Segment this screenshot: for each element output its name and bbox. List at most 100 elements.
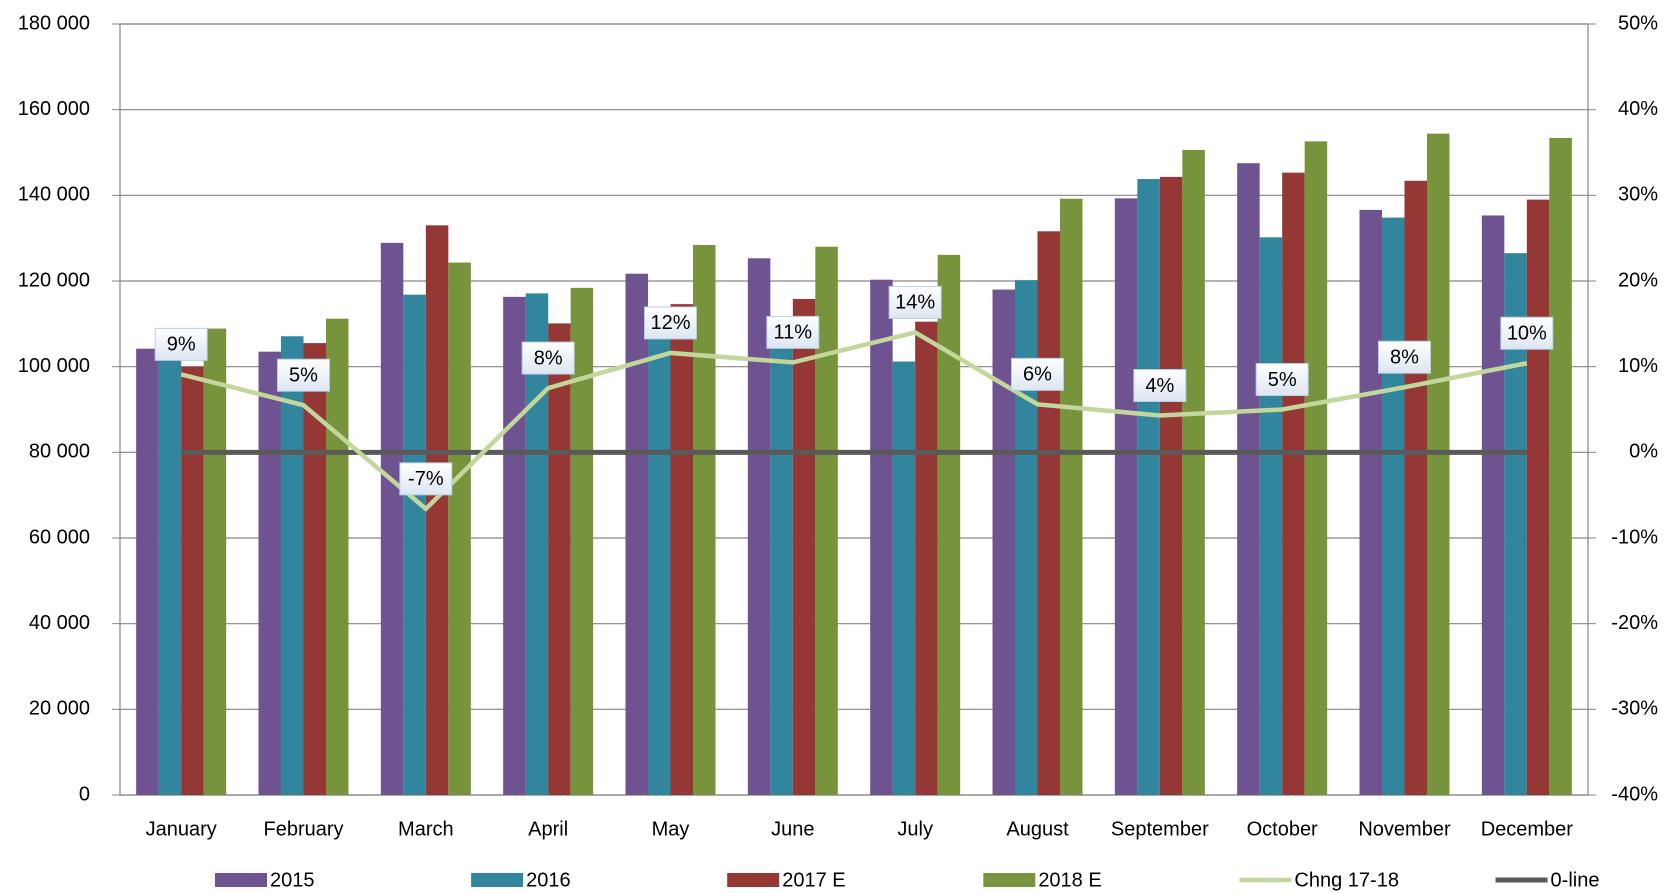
bar [1427,133,1450,796]
x-tick-label: February [263,818,343,840]
y-tick-label: 0 [79,783,90,805]
bar [403,294,426,795]
legend-label: 2016 [526,869,571,891]
y-tick-label: 160 000 [18,98,90,120]
y-tick-label: 60 000 [29,526,90,548]
x-tick-label: January [146,818,217,840]
data-label: 5% [289,364,318,386]
bar [937,254,961,795]
x-tick-label: October [1247,818,1318,840]
bar [1137,179,1160,796]
x-tick-label: September [1111,818,1209,840]
bar [1114,198,1138,795]
legend-label: 2018 E [1038,869,1101,891]
bar [1037,231,1060,795]
label-box [888,285,942,319]
label-box [1500,316,1554,350]
label-box [766,315,820,349]
legend-swatch [727,873,780,887]
data-label: 5% [1268,369,1297,391]
data-label: 8% [534,347,563,369]
label-box [1011,357,1064,391]
y-tick-label: 80 000 [29,441,90,463]
bar [448,262,471,795]
bar [136,348,159,795]
bar [992,289,1015,795]
bar [792,298,816,795]
label-box [521,341,575,375]
bar [1015,280,1038,796]
label-box [154,327,208,361]
legend-label: 2015 [270,869,315,891]
y2-tick-label: 10% [1618,355,1658,377]
data-label: 9% [167,334,196,356]
x-tick-label: November [1358,818,1451,840]
y2-tick-label: 40% [1618,98,1658,120]
bar [1359,209,1382,795]
y2-tick-label: -20% [1611,612,1658,634]
bar [770,332,793,795]
label-box [277,358,330,392]
data-label: 10% [1507,323,1547,345]
legend-label: 0-line [1551,869,1600,891]
bar [1382,217,1405,795]
bar [670,304,693,795]
bar [570,287,594,795]
x-tick-label: December [1481,818,1574,840]
y-tick-label: 100 000 [18,355,90,377]
bar [258,351,281,795]
plot-frame [119,23,1589,796]
bar [303,343,326,795]
y-tick-label: 40 000 [29,612,90,634]
bar [525,293,549,795]
y2-tick-label: 0% [1629,441,1658,463]
bar [1259,237,1283,795]
bar [1159,176,1183,796]
label-box [399,462,453,496]
bar [1060,198,1083,795]
y2-tick-label: 20% [1618,269,1658,291]
bar [548,323,571,795]
bar [1481,215,1505,796]
bar [158,358,182,795]
data-label: 8% [1390,347,1419,369]
legend-label: Chng 17-18 [1294,869,1399,891]
bar [892,361,916,795]
bar [915,321,938,795]
label-box [644,306,697,340]
y-tick-label: 180 000 [18,12,90,34]
bar [693,245,716,795]
x-tick-label: April [528,818,568,840]
bar [1304,141,1328,795]
label-box [1133,368,1187,402]
bar [815,246,838,795]
bar [181,366,204,795]
data-label: -7% [408,468,444,490]
legend-swatch [471,873,524,887]
bar [1549,137,1572,796]
data-label: 11% [774,322,813,344]
bar [747,258,771,795]
x-tick-label: May [652,818,690,840]
bar [625,273,648,795]
bar [1237,163,1260,796]
bar [380,242,404,796]
label-box [1255,363,1309,396]
y-tick-label: 20 000 [29,698,90,720]
bar [425,225,449,796]
x-tick-label: March [398,818,454,840]
x-tick-label: July [897,818,933,840]
bar [870,279,893,796]
data-label: 12% [650,312,690,334]
y-tick-label: 140 000 [18,184,90,206]
legend-swatch [215,873,267,887]
label-box [1378,340,1431,374]
bar [203,328,227,795]
x-tick-label: June [771,818,814,840]
y2-tick-label: -40% [1611,783,1658,805]
bar [503,296,526,795]
y2-tick-label: 50% [1618,12,1658,34]
data-label: 14% [895,292,935,314]
y2-tick-label: 30% [1618,184,1658,206]
bar [648,332,671,795]
